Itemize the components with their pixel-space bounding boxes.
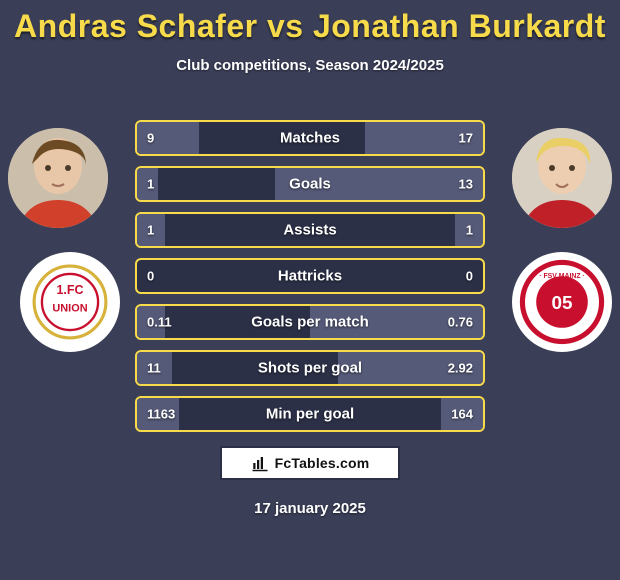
club-right-logo: 05 · FSV MAINZ · — [512, 252, 612, 352]
union-berlin-logo-icon: 1.FC UNION — [31, 263, 109, 341]
stat-bars: Matches917Goals113Assists11Hattricks00Go… — [135, 120, 485, 442]
player-right-avatar — [512, 128, 612, 228]
stat-value-right: 1 — [466, 223, 473, 238]
stat-value-left: 11 — [147, 361, 161, 376]
stat-value-left: 9 — [147, 131, 154, 146]
stat-value-right: 17 — [459, 131, 473, 146]
stat-row: Goals per match0.110.76 — [135, 304, 485, 340]
club-left-logo: 1.FC UNION — [20, 252, 120, 352]
svg-text:UNION: UNION — [52, 302, 87, 314]
stat-value-right: 0.76 — [448, 315, 473, 330]
stat-value-right: 164 — [451, 407, 473, 422]
brand-label: FcTables.com — [275, 455, 370, 471]
stat-value-left: 1 — [147, 223, 154, 238]
stat-value-left: 1 — [147, 177, 154, 192]
brand-box: FcTables.com — [220, 446, 400, 480]
player-left-silhouette-icon — [8, 128, 108, 228]
stat-row: Goals113 — [135, 166, 485, 202]
bar-fill-right — [275, 168, 483, 200]
report-date: 17 january 2025 — [0, 500, 620, 517]
stat-label: Assists — [137, 222, 483, 239]
stat-value-right: 2.92 — [448, 361, 473, 376]
subtitle: Club competitions, Season 2024/2025 — [0, 57, 620, 74]
mainz-logo-icon: 05 · FSV MAINZ · — [519, 259, 605, 345]
stat-row: Assists1 1 — [135, 212, 485, 248]
svg-text:1.FC: 1.FC — [56, 283, 83, 297]
comparison-card: Andras Schafer vs Jonathan Burkardt Club… — [0, 0, 620, 580]
stat-value-right: 13 — [459, 177, 473, 192]
player-right-silhouette-icon — [512, 128, 612, 228]
page-title: Andras Schafer vs Jonathan Burkardt — [0, 0, 620, 45]
player-left-avatar — [8, 128, 108, 228]
stat-row: Shots per goal112.92 — [135, 350, 485, 386]
stat-label: Hattricks — [137, 268, 483, 285]
chart-bars-icon — [251, 454, 269, 472]
stat-value-left: 1163 — [147, 407, 175, 422]
stat-label: Min per goal — [137, 406, 483, 423]
svg-text:· FSV MAINZ ·: · FSV MAINZ · — [539, 273, 584, 280]
stat-row: Min per goal1163 164 — [135, 396, 485, 432]
stat-value-right: 0 — [466, 269, 473, 284]
stat-row: Hattricks0 0 — [135, 258, 485, 294]
stat-value-left: 0.11 — [147, 315, 172, 330]
svg-text:05: 05 — [551, 293, 572, 314]
stat-row: Matches917 — [135, 120, 485, 156]
stat-value-left: 0 — [147, 269, 154, 284]
